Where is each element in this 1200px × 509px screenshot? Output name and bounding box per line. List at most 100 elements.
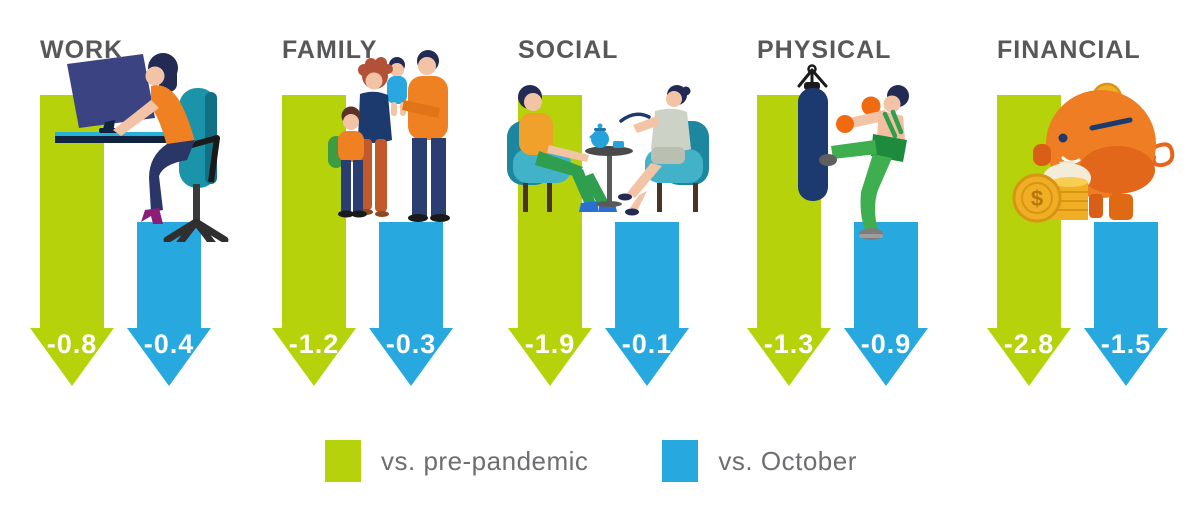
- financial-pre-pandemic-value: -2.8: [1003, 329, 1055, 359]
- category-title-work: WORK: [40, 36, 124, 64]
- toddler-face: [390, 63, 404, 77]
- teapot: [591, 130, 609, 148]
- tank-straps: [882, 109, 904, 139]
- face: [145, 66, 165, 86]
- legend-swatch-october: [662, 440, 699, 482]
- extended-boxing-glove: [836, 115, 854, 133]
- monitor: [67, 54, 155, 128]
- category-physical: PHYSICAL -1.3 -0.9: [747, 0, 987, 420]
- father-arm: [402, 100, 440, 118]
- table-top: [585, 146, 633, 156]
- physical-october-value: -0.9: [860, 329, 912, 359]
- arm: [113, 100, 159, 136]
- arrow-head: [272, 328, 356, 386]
- mother-face: [365, 72, 383, 90]
- arrow-head: [127, 328, 211, 386]
- boxer-shorts: [871, 134, 907, 162]
- physical-october-arrow: -0.9: [844, 222, 928, 386]
- extended-arm: [849, 110, 888, 128]
- arrow-shaft: [615, 222, 679, 328]
- arrow-head: [747, 328, 831, 386]
- pig-eye: [1058, 133, 1068, 143]
- arrow-head: [987, 328, 1071, 386]
- dollar-coin: [1012, 173, 1062, 223]
- arrow-head: [844, 328, 928, 386]
- gesturing-arm: [633, 116, 660, 133]
- left-woman-top: [519, 113, 553, 155]
- legend-label-october: vs. October: [718, 445, 857, 476]
- arrow-shaft: [854, 222, 918, 328]
- father-face: [418, 57, 436, 75]
- family-pre-pandemic-arrow: -1.2: [272, 95, 356, 386]
- woman-working-at-desk-icon: [55, 53, 229, 242]
- financial-october-arrow: -1.5: [1084, 222, 1168, 386]
- kicking-thigh: [831, 140, 877, 159]
- arrow-head: [605, 328, 689, 386]
- left-woman-arm: [547, 145, 589, 162]
- arrow-head: [30, 328, 114, 386]
- piggy-bank-icon: $ $: [1012, 82, 1175, 223]
- family-october-arrow: -0.3: [369, 222, 453, 386]
- social-october-arrow: -0.1: [605, 222, 689, 386]
- blue-heels: [579, 201, 599, 212]
- punching-bag: [798, 88, 828, 201]
- toddler-shirt: [387, 76, 407, 104]
- legend-swatch-pre-pandemic: [325, 440, 361, 482]
- arrow-head: [1084, 328, 1168, 386]
- work-october-arrow: -0.4: [127, 222, 211, 386]
- desk: [55, 136, 170, 143]
- table-pedestal: [607, 153, 612, 203]
- category-title-social: SOCIAL: [518, 36, 619, 64]
- category-social: SOCIAL -1.9 -0.1: [507, 0, 748, 420]
- left-woman-face: [524, 93, 542, 111]
- skirt: [651, 147, 685, 164]
- category-title-financial: FINANCIAL: [997, 36, 1141, 64]
- teacup: [613, 141, 624, 148]
- right-woman-face: [666, 91, 682, 107]
- legend-item-october: vs. October: [662, 440, 856, 482]
- arrow-shaft: [282, 95, 346, 328]
- kicking-shoe: [819, 154, 837, 166]
- physical-pre-pandemic-value: -1.3: [763, 329, 815, 359]
- category-title-family: FAMILY: [282, 36, 378, 64]
- boy-face: [343, 114, 359, 130]
- category-family: FAMILY -1.2 -0.3: [272, 0, 512, 420]
- raised-boxing-glove: [861, 96, 881, 116]
- arrow-shaft: [379, 222, 443, 328]
- social-pre-pandemic-value: -1.9: [524, 329, 576, 359]
- family-pre-pandemic-value: -1.2: [288, 329, 340, 359]
- family-october-value: -0.3: [385, 329, 437, 359]
- legs: [149, 140, 195, 212]
- coin-dollar-sign: $: [1031, 186, 1043, 211]
- boy-pants: [341, 160, 351, 212]
- left-woman-legs: [535, 151, 583, 177]
- work-october-value: -0.4: [143, 329, 195, 359]
- right-woman-legs: [627, 163, 662, 198]
- category-work: WORK -0.8 -0.4: [30, 0, 270, 420]
- legend-label-pre-pandemic: vs. pre-pandemic: [381, 445, 589, 476]
- pig-tail: [1151, 142, 1175, 168]
- category-title-physical: PHYSICAL: [757, 36, 892, 64]
- family-with-children-icon: [328, 50, 450, 222]
- pig-leg: [1089, 194, 1103, 218]
- mother-top: [358, 91, 392, 143]
- coin-slot: [1089, 117, 1133, 131]
- financial-october-value: -1.5: [1100, 329, 1152, 359]
- father-jeans: [412, 138, 427, 216]
- boxer-face: [883, 95, 901, 113]
- arrow-shaft: [1094, 222, 1158, 328]
- legend-item-pre-pandemic: vs. pre-pandemic: [325, 440, 588, 482]
- arrow-head: [369, 328, 453, 386]
- arrow-head: [508, 328, 592, 386]
- chair-star-base: [163, 218, 229, 242]
- gesture-swoosh: [619, 112, 651, 123]
- two-women-chatting-icon: [507, 85, 709, 216]
- high-heels: [141, 208, 163, 224]
- orange-top: [151, 85, 195, 146]
- right-woman-top: [651, 108, 691, 152]
- kickboxer-punching-bag-icon: [797, 64, 909, 240]
- pig-snout: [1033, 144, 1051, 166]
- category-financial: FINANCIAL -2.8 -1.5 $: [987, 0, 1200, 420]
- legend: vs. pre-pandemic vs. October: [325, 440, 857, 482]
